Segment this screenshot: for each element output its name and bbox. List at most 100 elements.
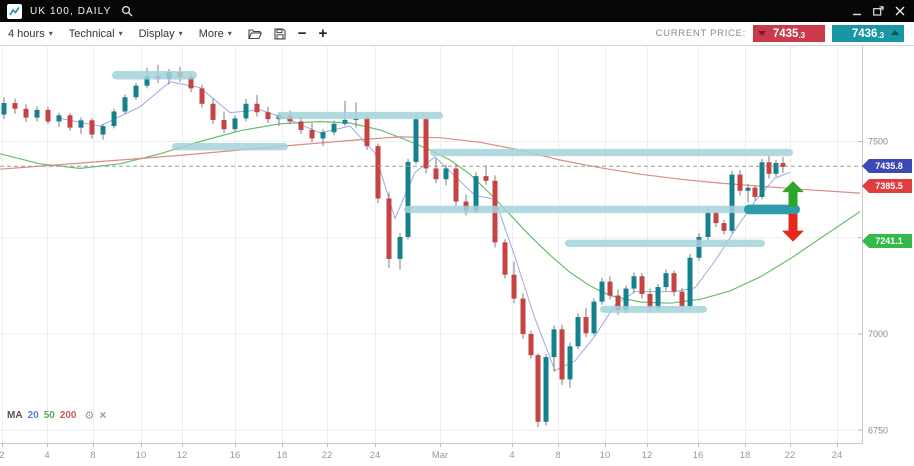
chart-toolbar: 4 hours ▾ Technical ▾ Display ▾ More ▾ −… (0, 22, 914, 46)
candle-body (623, 288, 629, 311)
y-axis-tick-label: 7000 (868, 329, 888, 339)
popout-button[interactable] (873, 6, 884, 16)
candle-body (232, 118, 238, 130)
chevron-down-icon: ▾ (118, 28, 123, 38)
minimize-button[interactable] (853, 7, 862, 16)
annotation-arrows (782, 181, 804, 242)
candle-body (721, 223, 727, 231)
candle-body (243, 103, 249, 119)
candle-body (780, 163, 786, 167)
candle-body (647, 293, 653, 308)
candle-body (133, 85, 139, 98)
candle-body (567, 346, 573, 380)
candle-body (188, 76, 194, 89)
x-axis-tick-label: 12 (642, 450, 653, 461)
supply-demand-zone (172, 143, 288, 151)
y-axis-tick-label: 6750 (868, 425, 888, 435)
x-axis-tick-label: 24 (370, 450, 381, 461)
candle-body (663, 273, 669, 288)
close-button[interactable] (895, 6, 905, 16)
gear-icon[interactable]: ⚙ (84, 409, 95, 422)
x-axis-tick-label: 16 (693, 450, 704, 461)
candle-body (737, 174, 743, 191)
candle-body (752, 187, 758, 197)
candle-body (433, 168, 439, 180)
candle-body (520, 298, 526, 334)
candle-body (483, 176, 489, 181)
ma-period-3: 200 (59, 409, 77, 421)
candle-body (413, 119, 419, 162)
title-bar: UK 100, DAILY (0, 0, 914, 22)
candle-body (453, 168, 459, 202)
candle-body (320, 132, 326, 139)
chevron-down-icon: ▾ (178, 28, 183, 38)
candle-body (221, 119, 227, 130)
timeframe-dropdown-label: 4 hours (8, 27, 45, 40)
remove-indicator-icon[interactable]: × (99, 408, 107, 422)
current-price-label: CURRENT PRICE: (655, 28, 746, 39)
candle-body (78, 120, 84, 128)
buy-price-badge[interactable]: 7436.3 (832, 25, 904, 42)
candle-body (639, 276, 645, 294)
ma-legend-label: MA (7, 409, 23, 421)
ma-indicator-legend: MA 20 50 200 ⚙ × (7, 408, 106, 422)
candle-body (1, 103, 7, 115)
display-dropdown[interactable]: Display ▾ (139, 28, 183, 40)
candle-body (122, 97, 128, 112)
candle-body (607, 281, 613, 296)
zoom-out-button[interactable]: − (297, 25, 307, 42)
y-axis-tick-label: 7500 (868, 137, 888, 147)
candle-body (265, 112, 271, 120)
candle-body (615, 295, 621, 311)
x-axis-tick-label: 2 (0, 450, 5, 461)
candle-body (696, 236, 702, 258)
candle-body (375, 146, 381, 199)
candle-body (528, 334, 534, 356)
candle-body (766, 162, 772, 174)
candle-body (745, 187, 751, 191)
x-axis-tick-label: 10 (136, 450, 147, 461)
chart-title: UK 100, DAILY (30, 5, 112, 17)
candle-body (309, 129, 315, 139)
candle-body (511, 274, 517, 299)
candle-body (331, 123, 337, 133)
candle-body (713, 212, 719, 224)
supply-demand-zone (277, 111, 443, 120)
x-axis-tick-label: 8 (90, 450, 95, 461)
more-dropdown-label: More (198, 27, 224, 40)
open-folder-icon[interactable] (247, 28, 262, 40)
zones-layer (112, 71, 800, 313)
arrow-up-icon (891, 30, 899, 35)
zoom-in-button[interactable]: + (318, 25, 328, 42)
more-dropdown[interactable]: More ▾ (199, 28, 232, 40)
supply-demand-zone (112, 71, 197, 80)
search-icon[interactable] (121, 5, 133, 17)
app-logo-icon (7, 3, 22, 19)
candle-body (12, 103, 18, 109)
arrow-up-annotation (782, 181, 804, 207)
current-price-area: CURRENT PRICE: 7435.3 7436.3 (656, 25, 906, 42)
candle-body (655, 287, 661, 308)
sell-price-badge[interactable]: 7435.3 (753, 25, 825, 42)
candle-body (100, 126, 106, 135)
x-axis-tick-label: Mar (432, 450, 448, 461)
sell-price-value: 7435 (772, 27, 799, 40)
save-icon[interactable] (274, 27, 286, 40)
x-axis-tick-label: 4 (509, 450, 514, 461)
technical-dropdown-label: Technical (68, 27, 115, 40)
technical-dropdown[interactable]: Technical ▾ (69, 28, 123, 40)
x-axis-tick-label: 18 (740, 450, 751, 461)
support-level-tag: 7241.1 (862, 234, 912, 248)
timeframe-dropdown[interactable]: 4 hours ▾ (8, 28, 53, 40)
candle-body (89, 120, 95, 135)
candle-body (759, 162, 765, 197)
buy-price-value: 7436 (851, 27, 878, 40)
candle-body (559, 329, 565, 380)
ma-200-line (0, 136, 861, 194)
supply-demand-zone (565, 239, 765, 247)
candle-body (535, 355, 541, 422)
supply-demand-zone (600, 305, 707, 313)
current-price-tag: 7435.8 (862, 159, 912, 173)
